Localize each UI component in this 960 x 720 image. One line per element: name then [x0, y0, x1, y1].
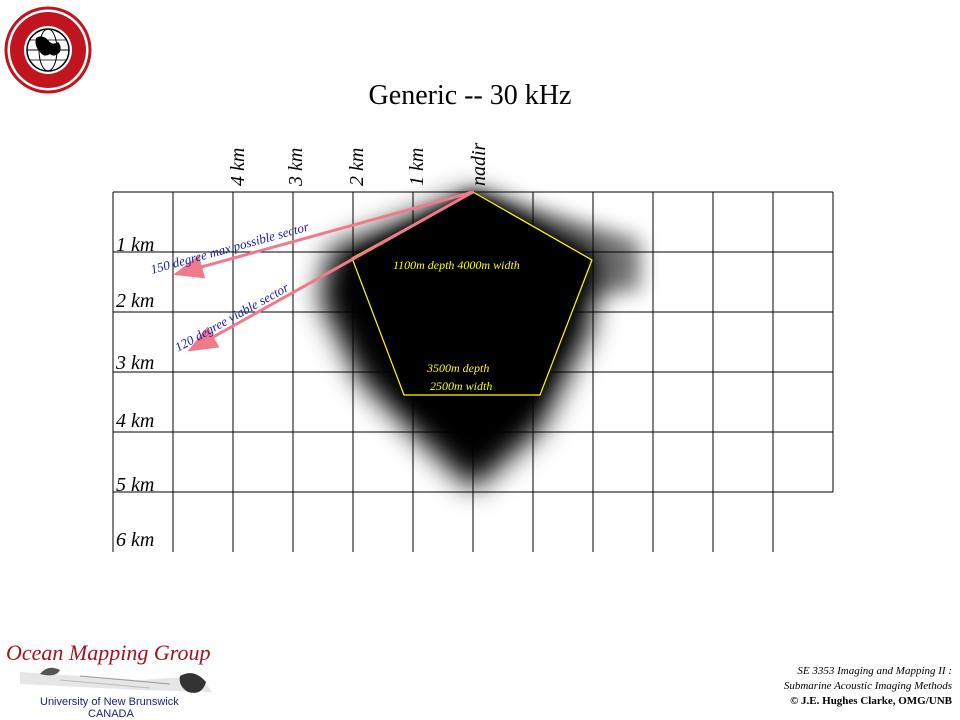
page-title: Generic -- 30 kHz: [368, 80, 572, 111]
x-label-4km: 4 km: [227, 148, 249, 186]
coverage-swath: [320, 192, 640, 490]
sector-120-arrow: [187, 190, 474, 352]
sector-150-arrow: [173, 190, 474, 279]
university-name: University of New Brunswick: [40, 696, 179, 708]
y-label-5km: 5 km: [116, 474, 154, 496]
unb-logo: [4, 6, 92, 94]
x-label-2km: 2 km: [346, 148, 368, 186]
swath-bottom-label-1: 3500m depth: [426, 361, 489, 375]
sonar-towfish-graphic: [20, 667, 212, 693]
y-label-1km: 1 km: [116, 234, 154, 256]
x-label-3km: 3 km: [285, 148, 307, 187]
y-label-6km: 6 km: [116, 529, 154, 551]
footer-copyright: © J.E. Hughes Clarke, OMG/UNB: [790, 695, 952, 707]
sector-120-label: 120 degree viable sector: [172, 279, 292, 354]
ocean-mapping-group-wordmark: Ocean Mapping Group: [6, 640, 211, 665]
y-label-2km: 2 km: [116, 290, 154, 312]
x-label-1km: 1 km: [406, 148, 428, 186]
footer-line-1: SE 3353 Imaging and Mapping II :: [797, 665, 952, 677]
swath-bottom-label-2: 2500m width: [430, 379, 492, 393]
y-label-3km: 3 km: [115, 352, 154, 374]
university-country: CANADA: [88, 708, 134, 720]
course-footer: SE 3353 Imaging and Mapping II : Submari…: [784, 664, 952, 709]
x-label-nadir: nadir: [468, 142, 490, 186]
y-label-4km: 4 km: [116, 410, 154, 432]
swath-top-label: 1100m depth 4000m width: [393, 258, 520, 272]
footer-line-2: Submarine Acoustic Imaging Methods: [783, 680, 952, 692]
